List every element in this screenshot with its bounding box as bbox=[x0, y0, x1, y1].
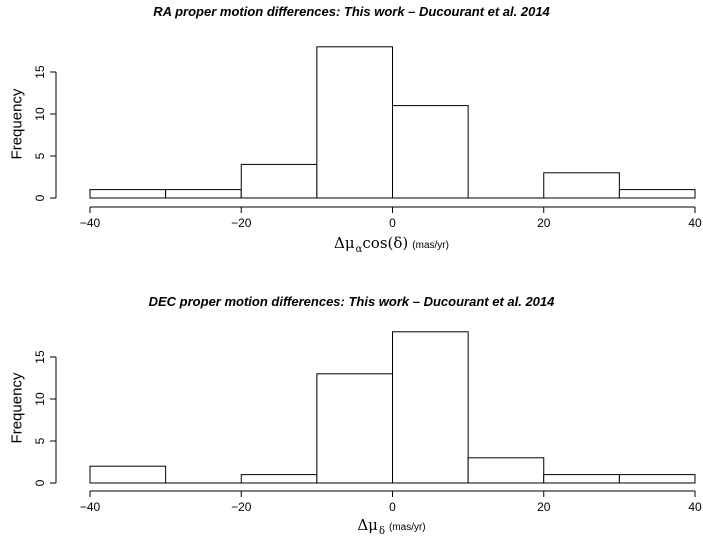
y-tick-label: 0 bbox=[33, 194, 47, 201]
ra-histogram-panel: RA proper motion differences: This work … bbox=[0, 4, 703, 255]
x-axis-symbol: Δμ bbox=[357, 516, 378, 534]
histogram-bar bbox=[240, 163, 318, 199]
y-tick-label: 15 bbox=[33, 65, 47, 79]
ra-histogram-plot: −40 −20 0 20 40 0 5 10 15 bbox=[33, 46, 702, 230]
x-tick-label: 0 bbox=[389, 216, 396, 230]
x-axis-label: Δμδ (mas/yr) bbox=[0, 516, 703, 537]
histogram-bar bbox=[316, 46, 393, 199]
y-tick-label: 5 bbox=[33, 152, 47, 159]
x-tick-label: 20 bbox=[537, 500, 551, 514]
histogram-bar bbox=[89, 189, 167, 199]
x-axis-subscript: δ bbox=[378, 526, 385, 537]
dec-histogram-plot: −40 −20 0 20 40 0 5 10 15 bbox=[33, 331, 702, 514]
histogram-bar bbox=[165, 189, 242, 199]
x-tick-label: 40 bbox=[688, 500, 702, 514]
x-axis-symbol: Δμ bbox=[334, 234, 355, 252]
histogram-bar bbox=[618, 474, 696, 484]
x-axis-suffix: cos(δ) bbox=[362, 234, 409, 252]
y-axis: 0 5 10 15 bbox=[33, 65, 57, 201]
x-axis: −40 −20 0 20 40 bbox=[80, 490, 702, 514]
histogram-bar bbox=[392, 331, 469, 484]
histogram-bar bbox=[618, 189, 696, 199]
histogram-bar bbox=[467, 457, 545, 484]
x-axis: −40 −20 0 20 40 bbox=[80, 206, 702, 230]
histogram-bar bbox=[543, 172, 620, 199]
histogram-bar bbox=[392, 105, 469, 199]
dec-histogram-panel: DEC proper motion differences: This work… bbox=[0, 284, 703, 542]
y-axis: 0 5 10 15 bbox=[33, 350, 57, 486]
bars bbox=[89, 331, 696, 484]
x-tick-label: 0 bbox=[389, 500, 396, 514]
y-tick-label: 15 bbox=[33, 350, 47, 364]
x-tick-label: 20 bbox=[537, 216, 551, 230]
y-tick-label: 0 bbox=[33, 479, 47, 486]
chart-title: DEC proper motion differences: This work… bbox=[148, 294, 555, 309]
histogram-bar bbox=[543, 474, 620, 484]
y-tick-label: 10 bbox=[33, 107, 47, 121]
y-tick-label: 5 bbox=[33, 437, 47, 444]
x-axis-subscript: α bbox=[355, 244, 363, 255]
histogram-bar bbox=[89, 465, 167, 484]
histogram-bar bbox=[316, 373, 393, 484]
x-axis-label: Δμαcos(δ) (mas/yr) bbox=[0, 234, 703, 255]
y-tick-label: 10 bbox=[33, 392, 47, 406]
x-tick-label: −40 bbox=[80, 500, 101, 514]
x-tick-label: 40 bbox=[688, 216, 702, 230]
histogram-bar bbox=[240, 474, 318, 484]
x-axis-unit: (mas/yr) bbox=[388, 522, 426, 533]
chart-title: RA proper motion differences: This work … bbox=[153, 4, 550, 19]
x-tick-label: −20 bbox=[231, 216, 252, 230]
x-tick-label: −20 bbox=[231, 500, 252, 514]
x-axis-unit: (mas/yr) bbox=[412, 240, 449, 251]
bars bbox=[89, 46, 696, 199]
x-tick-label: −40 bbox=[80, 216, 101, 230]
